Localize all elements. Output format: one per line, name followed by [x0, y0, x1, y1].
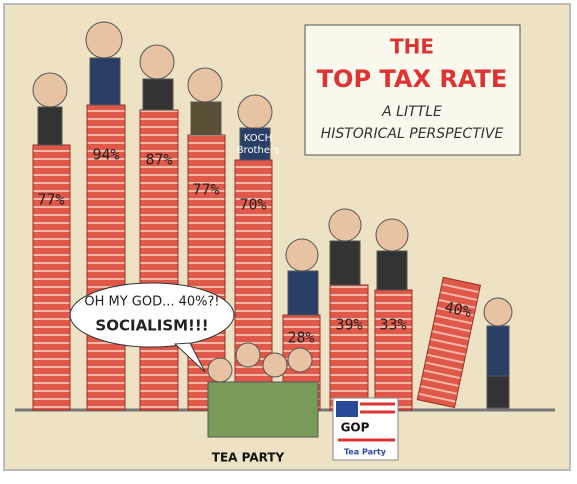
sign-stripes — [338, 402, 395, 442]
rate-label: 77% — [37, 191, 64, 209]
sign-text: Tea Party — [344, 448, 387, 457]
sign-text: GOP — [341, 421, 370, 435]
title-box — [304, 24, 521, 156]
column — [329, 284, 369, 411]
speech-text: OH MY GOD... 40%?! — [84, 295, 219, 310]
rate-label: 33% — [379, 316, 406, 334]
speech-bubble — [69, 282, 235, 348]
rate-label: 39% — [335, 316, 362, 334]
column — [374, 289, 413, 411]
column — [139, 109, 179, 411]
title-line: THE — [390, 35, 434, 59]
speech-tail — [173, 342, 206, 373]
column — [416, 276, 482, 409]
sign-flag — [336, 401, 358, 417]
rate-label: 40% — [443, 298, 473, 321]
subtitle: HISTORICAL PERSPECTIVE — [321, 126, 504, 142]
crowd-label: TEA PARTY — [212, 451, 285, 465]
column — [32, 144, 71, 411]
figures — [32, 21, 513, 438]
rate-label: 28% — [287, 329, 314, 347]
speech-text: SOCIALISM!!! — [95, 317, 208, 335]
column — [86, 104, 126, 411]
rate-label: 87% — [145, 151, 172, 169]
rate-label: 94% — [92, 146, 119, 164]
title-line: TOP TAX RATE — [317, 65, 508, 93]
columns — [32, 104, 482, 411]
koch-label: Brothers — [237, 145, 280, 156]
rate-label: 77% — [192, 181, 219, 199]
koch-label: KOCH — [244, 133, 272, 144]
rate-label: 70% — [239, 196, 266, 214]
subtitle: A LITTLE — [381, 104, 442, 120]
